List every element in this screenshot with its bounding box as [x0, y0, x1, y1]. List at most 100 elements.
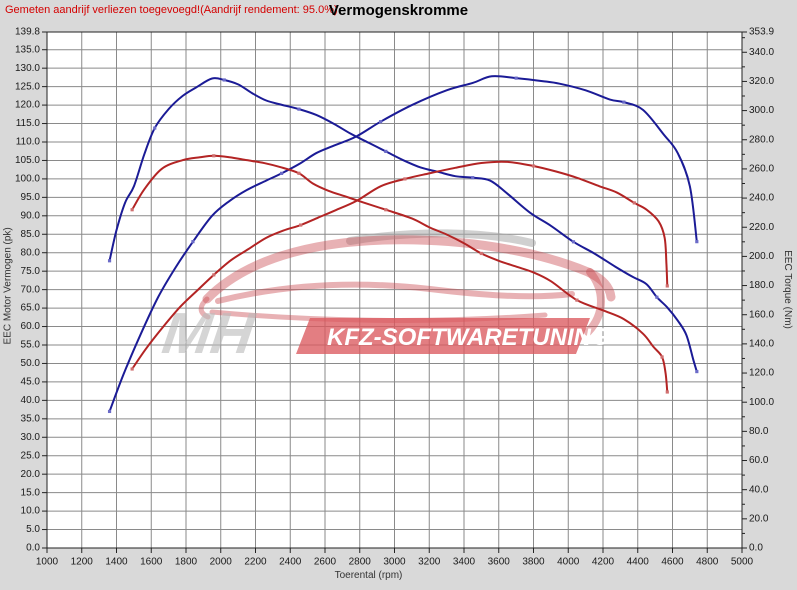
tick-label: 340.0	[749, 47, 774, 58]
tick-label: 120.0	[749, 368, 774, 379]
watermark-car-body	[202, 235, 616, 304]
marker-torque-rood (Nm)	[479, 251, 483, 256]
axis-title-right: EEC Torque (Nm)	[782, 250, 793, 329]
tick-label: 65.0	[21, 303, 41, 314]
watermark-mh-text: MH	[159, 301, 260, 366]
tick-label: 4000	[557, 557, 580, 568]
tick-label: 125.0	[15, 81, 40, 92]
tick-label: 80.0	[749, 426, 769, 437]
marker-vermogen-blauw (pk)	[622, 100, 626, 104]
tick-label: 5.0	[26, 524, 40, 535]
marker-torque-blauw (Nm)	[655, 295, 659, 299]
tick-label: 135.0	[15, 44, 40, 55]
tick-label: 115.0	[16, 118, 41, 129]
tick-label: 4600	[661, 557, 684, 568]
tick-label: 35.0	[21, 413, 41, 424]
tick-label: 160.0	[749, 309, 774, 320]
marker-vermogen-blauw (pk)	[279, 171, 284, 175]
tick-label: 1800	[175, 557, 198, 568]
marker-torque-rood (Nm)	[665, 390, 669, 394]
marker-torque-rood (Nm)	[297, 171, 301, 175]
tick-label: 90.0	[21, 210, 41, 221]
tick-label: 110.0	[16, 137, 41, 148]
marker-torque-rood (Nm)	[384, 208, 388, 212]
tick-label: 95.0	[21, 192, 41, 203]
tick-label: 180.0	[749, 280, 774, 291]
tick-label: 60.0	[21, 321, 41, 332]
curves	[107, 75, 699, 414]
tick-label: 4200	[592, 557, 615, 568]
tick-label: 3800	[522, 557, 545, 568]
tick-label: 300.0	[749, 105, 774, 116]
marker-torque-rood (Nm)	[575, 298, 579, 302]
tick-label: 3000	[383, 557, 406, 568]
watermark-car-roof-accent	[346, 229, 536, 247]
tick-label: 85.0	[21, 229, 41, 240]
marker-vermogen-rood (pk)	[299, 223, 303, 227]
tick-label: 2800	[349, 557, 372, 568]
tick-label: 2600	[314, 557, 337, 568]
tick-label: 55.0	[21, 340, 41, 351]
tick-label: 3200	[418, 557, 441, 568]
marker-torque-blauw (Nm)	[222, 78, 226, 82]
axis-ticks	[42, 31, 747, 553]
tick-label: 1200	[71, 557, 94, 568]
tick-label: 25.0	[21, 450, 41, 461]
marker-torque-blauw (Nm)	[297, 107, 301, 111]
tick-label: 3400	[453, 557, 476, 568]
tick-label: 139.8	[15, 27, 40, 38]
tick-label: 20.0	[21, 469, 41, 480]
marker-torque-blauw (Nm)	[153, 126, 157, 130]
marker-torque-blauw (Nm)	[471, 176, 475, 180]
tick-label: 50.0	[21, 358, 41, 369]
tick-label: 70.0	[21, 284, 41, 295]
marker-torque-rood (Nm)	[130, 208, 134, 212]
marker-torque-blauw (Nm)	[695, 369, 699, 374]
marker-vermogen-blauw (pk)	[695, 240, 699, 244]
tick-label: 5000	[731, 557, 754, 568]
tick-label: 2400	[279, 557, 302, 568]
tick-label: 105.0	[15, 155, 40, 166]
marker-torque-blauw (Nm)	[571, 240, 576, 244]
marker-vermogen-blauw (pk)	[514, 76, 518, 80]
marker-torque-rood (Nm)	[660, 355, 664, 359]
tick-label: 140.0	[749, 339, 774, 350]
marker-vermogen-rood (pk)	[130, 367, 134, 371]
axis-title-bottom: Toerental (rpm)	[334, 570, 403, 581]
tick-label: 75.0	[21, 266, 41, 277]
marker-vermogen-rood (pk)	[665, 284, 669, 288]
tick-label: 3600	[488, 557, 511, 568]
tick-label: 60.0	[749, 455, 769, 466]
watermark-car-swoosh	[215, 281, 575, 304]
curve-torque-rood (Nm)	[130, 154, 669, 394]
tick-label: 2000	[210, 557, 233, 568]
tick-label: 1000	[36, 557, 59, 568]
tick-label: 1600	[140, 557, 163, 568]
grid-lines	[47, 32, 743, 548]
tick-label: 4800	[696, 557, 719, 568]
tick-label: 280.0	[749, 134, 774, 145]
tick-label: 220.0	[749, 222, 774, 233]
watermark-banner-text: KFZ-SOFTWARETUNING	[327, 324, 610, 351]
tick-label: 45.0	[21, 377, 41, 388]
marker-torque-rood (Nm)	[212, 154, 216, 158]
tick-label: 200.0	[749, 251, 774, 262]
marker-vermogen-blauw (pk)	[191, 240, 195, 244]
marker-vermogen-blauw (pk)	[107, 409, 112, 414]
tick-label: 10.0	[21, 506, 41, 517]
marker-torque-blauw (Nm)	[107, 259, 112, 263]
tick-label: 260.0	[749, 164, 774, 175]
marker-vermogen-rood (pk)	[403, 177, 407, 181]
tick-label: 0.0	[749, 543, 763, 554]
tick-label: 30.0	[21, 432, 41, 443]
watermark-banner	[296, 318, 590, 354]
tick-label: 15.0	[21, 487, 41, 498]
tick-label: 4400	[627, 557, 650, 568]
chart-title: Vermogenskromme	[328, 2, 469, 19]
tick-label: 80.0	[21, 247, 41, 258]
tick-label: 100.0	[749, 397, 774, 408]
drivetrain-loss-note: Gemeten aandrijf verliezen toegevoegd!(A…	[5, 4, 338, 16]
tick-label: 130.0	[15, 63, 40, 74]
